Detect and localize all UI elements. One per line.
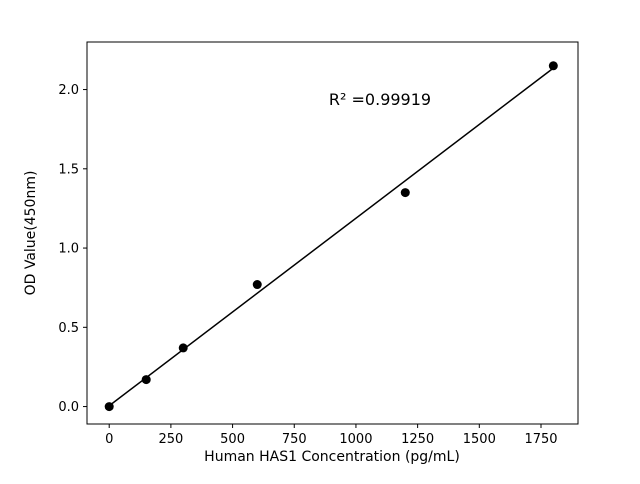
y-tick-label: 1.0 [58, 242, 79, 257]
plot-generated-layer: 0 250 500 750 1000 1250 1500 1750 0.0 0.5 1.0 1.5 2.… [58, 41, 579, 447]
x-tick-label: 1250 [401, 432, 434, 447]
x-tick-label: 250 [158, 432, 183, 447]
data-point [548, 61, 558, 71]
y-tick-label: 1.5 [58, 162, 79, 177]
y-axis-label: OD Value(450nm) [23, 171, 39, 296]
x-axis-label: Human HAS1 Concentration (pg/mL) [204, 449, 460, 465]
y-tick-label: 0.5 [58, 321, 79, 336]
r-squared-annotation: R² =0.99919 [329, 90, 431, 109]
x-tick-label: 750 [282, 432, 307, 447]
data-point [141, 375, 151, 385]
y-tick-label: 2.0 [58, 83, 79, 98]
data-point [104, 402, 114, 412]
x-tick-label: 500 [220, 432, 245, 447]
x-tick-label: 1500 [463, 432, 496, 447]
data-point [400, 188, 410, 198]
data-point [252, 280, 262, 290]
fit-line [108, 67, 554, 407]
x-tick-label: 1750 [524, 432, 557, 447]
data-point [178, 343, 188, 353]
y-tick-label: 0.0 [58, 400, 79, 415]
x-tick-label: 0 [105, 432, 113, 447]
axes-frame [86, 41, 579, 425]
x-tick-label: 1000 [339, 432, 372, 447]
